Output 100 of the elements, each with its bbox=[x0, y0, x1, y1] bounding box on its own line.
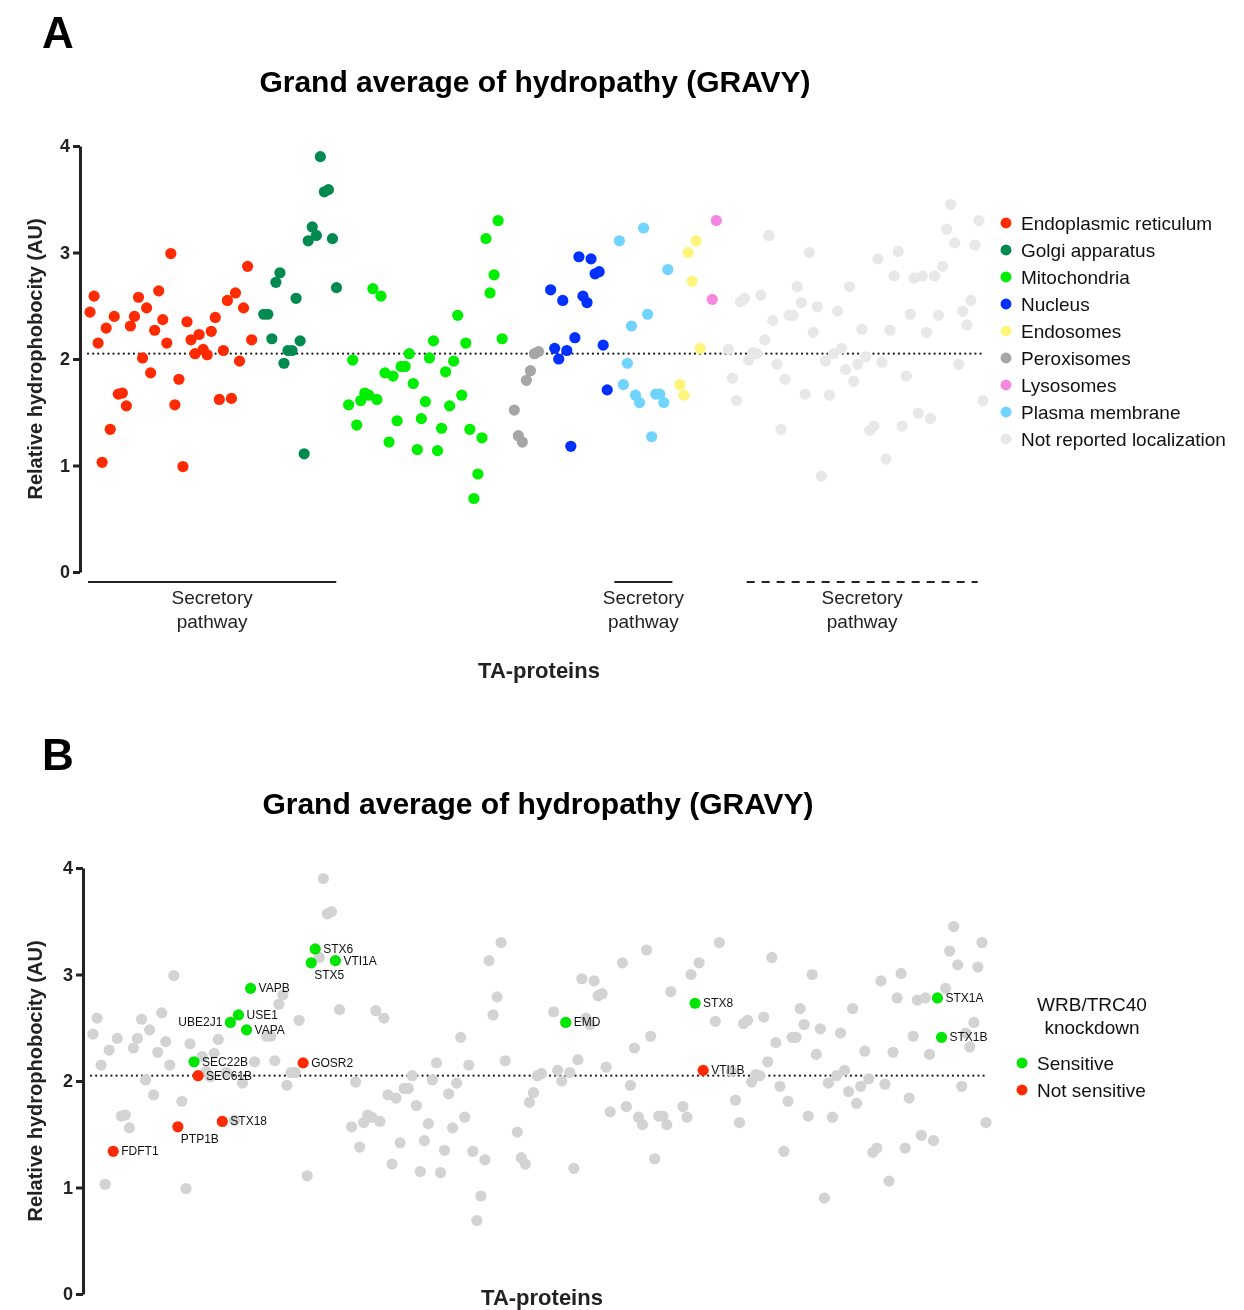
point bbox=[294, 335, 306, 347]
point bbox=[456, 389, 468, 401]
point bbox=[209, 311, 221, 324]
point bbox=[297, 1057, 309, 1069]
point bbox=[216, 1115, 228, 1128]
text: B bbox=[42, 730, 74, 779]
annotation: UBE2J1 bbox=[178, 1015, 223, 1030]
point bbox=[266, 333, 278, 345]
point bbox=[302, 235, 314, 247]
point bbox=[217, 344, 229, 357]
y-axis-title: Relative hydrophobocity (AU) bbox=[24, 940, 46, 1222]
y-tick-label: 3 bbox=[59, 242, 70, 263]
legend-label: Lysosomes bbox=[1021, 375, 1117, 396]
point bbox=[569, 332, 581, 344]
point bbox=[710, 214, 722, 227]
point bbox=[460, 337, 472, 349]
point bbox=[165, 247, 177, 260]
point bbox=[201, 349, 213, 361]
point bbox=[407, 377, 419, 390]
point bbox=[322, 184, 335, 196]
point bbox=[415, 413, 427, 425]
point bbox=[452, 309, 464, 321]
point bbox=[120, 400, 132, 412]
point bbox=[306, 221, 318, 233]
annotation: GOSR2 bbox=[311, 1055, 354, 1070]
point bbox=[375, 290, 387, 302]
point bbox=[597, 339, 609, 351]
annotation: VTI1A bbox=[343, 953, 377, 968]
point bbox=[351, 419, 363, 431]
annotation: STX8 bbox=[703, 996, 734, 1011]
point bbox=[229, 287, 242, 299]
point bbox=[274, 267, 286, 279]
annotation: VAPA bbox=[254, 1022, 285, 1037]
point bbox=[496, 333, 508, 345]
legend-label: Sensitive bbox=[1037, 1053, 1115, 1074]
legend-label: Mitochondria bbox=[1021, 267, 1131, 288]
point bbox=[637, 222, 650, 234]
point bbox=[225, 392, 238, 405]
point bbox=[246, 334, 258, 346]
point bbox=[343, 399, 355, 411]
annotation: PTP1B bbox=[180, 1131, 219, 1146]
annotation: FDFT1 bbox=[121, 1144, 159, 1159]
point bbox=[305, 957, 317, 969]
y-axis-title: Relative hydrophobocity (AU) bbox=[24, 218, 46, 500]
legend-label: Not sensitive bbox=[1037, 1080, 1146, 1101]
legend-label: Golgi apparatus bbox=[1021, 240, 1156, 261]
point bbox=[480, 233, 492, 245]
point bbox=[484, 287, 496, 299]
point bbox=[290, 292, 302, 304]
point bbox=[193, 328, 205, 341]
point bbox=[188, 1056, 200, 1068]
point bbox=[689, 997, 701, 1009]
point bbox=[88, 290, 100, 302]
point bbox=[173, 373, 185, 385]
annotation: STX6 bbox=[323, 941, 354, 956]
point bbox=[492, 214, 504, 227]
legend-label: Endoplasmic reticulum bbox=[1021, 213, 1213, 234]
point bbox=[476, 432, 488, 444]
legend-label: Nucleus bbox=[1021, 294, 1090, 315]
legend-title: WRB/TRC40 knockdown bbox=[1037, 994, 1147, 1038]
point bbox=[682, 246, 694, 259]
point bbox=[181, 316, 193, 328]
annotation: VAPB bbox=[258, 981, 290, 996]
point bbox=[621, 357, 634, 369]
annotation: EMD bbox=[573, 1015, 601, 1030]
point bbox=[205, 325, 217, 337]
point bbox=[524, 365, 537, 377]
y-tick-label: 4 bbox=[62, 858, 73, 879]
point bbox=[326, 233, 339, 245]
x-axis-title: TA-proteins bbox=[481, 1285, 603, 1310]
point bbox=[516, 436, 528, 448]
point bbox=[468, 492, 480, 505]
point bbox=[387, 370, 399, 382]
point bbox=[213, 393, 225, 406]
point bbox=[100, 322, 112, 334]
point bbox=[464, 423, 476, 435]
annotation: STX1B bbox=[949, 1030, 988, 1045]
y-tick-label: 1 bbox=[59, 455, 70, 476]
y-tick-label: 0 bbox=[59, 562, 70, 583]
point bbox=[520, 374, 532, 386]
annotation: STX1A bbox=[945, 990, 984, 1005]
point bbox=[270, 276, 282, 288]
annotation: STX18 bbox=[230, 1114, 268, 1129]
point bbox=[245, 982, 257, 994]
point bbox=[309, 943, 321, 955]
point bbox=[161, 337, 173, 349]
point bbox=[221, 294, 233, 307]
point bbox=[347, 354, 359, 366]
point bbox=[383, 436, 395, 448]
annotation: STX5 bbox=[314, 967, 345, 982]
point bbox=[233, 355, 246, 367]
point bbox=[658, 397, 670, 409]
legend-label: Peroxisomes bbox=[1021, 348, 1131, 369]
point bbox=[427, 335, 440, 347]
y-tick-label: 2 bbox=[59, 349, 70, 370]
point bbox=[593, 266, 605, 278]
text: Secretory pathway bbox=[171, 587, 254, 632]
point bbox=[557, 294, 569, 307]
point bbox=[403, 348, 415, 360]
point bbox=[444, 400, 456, 412]
